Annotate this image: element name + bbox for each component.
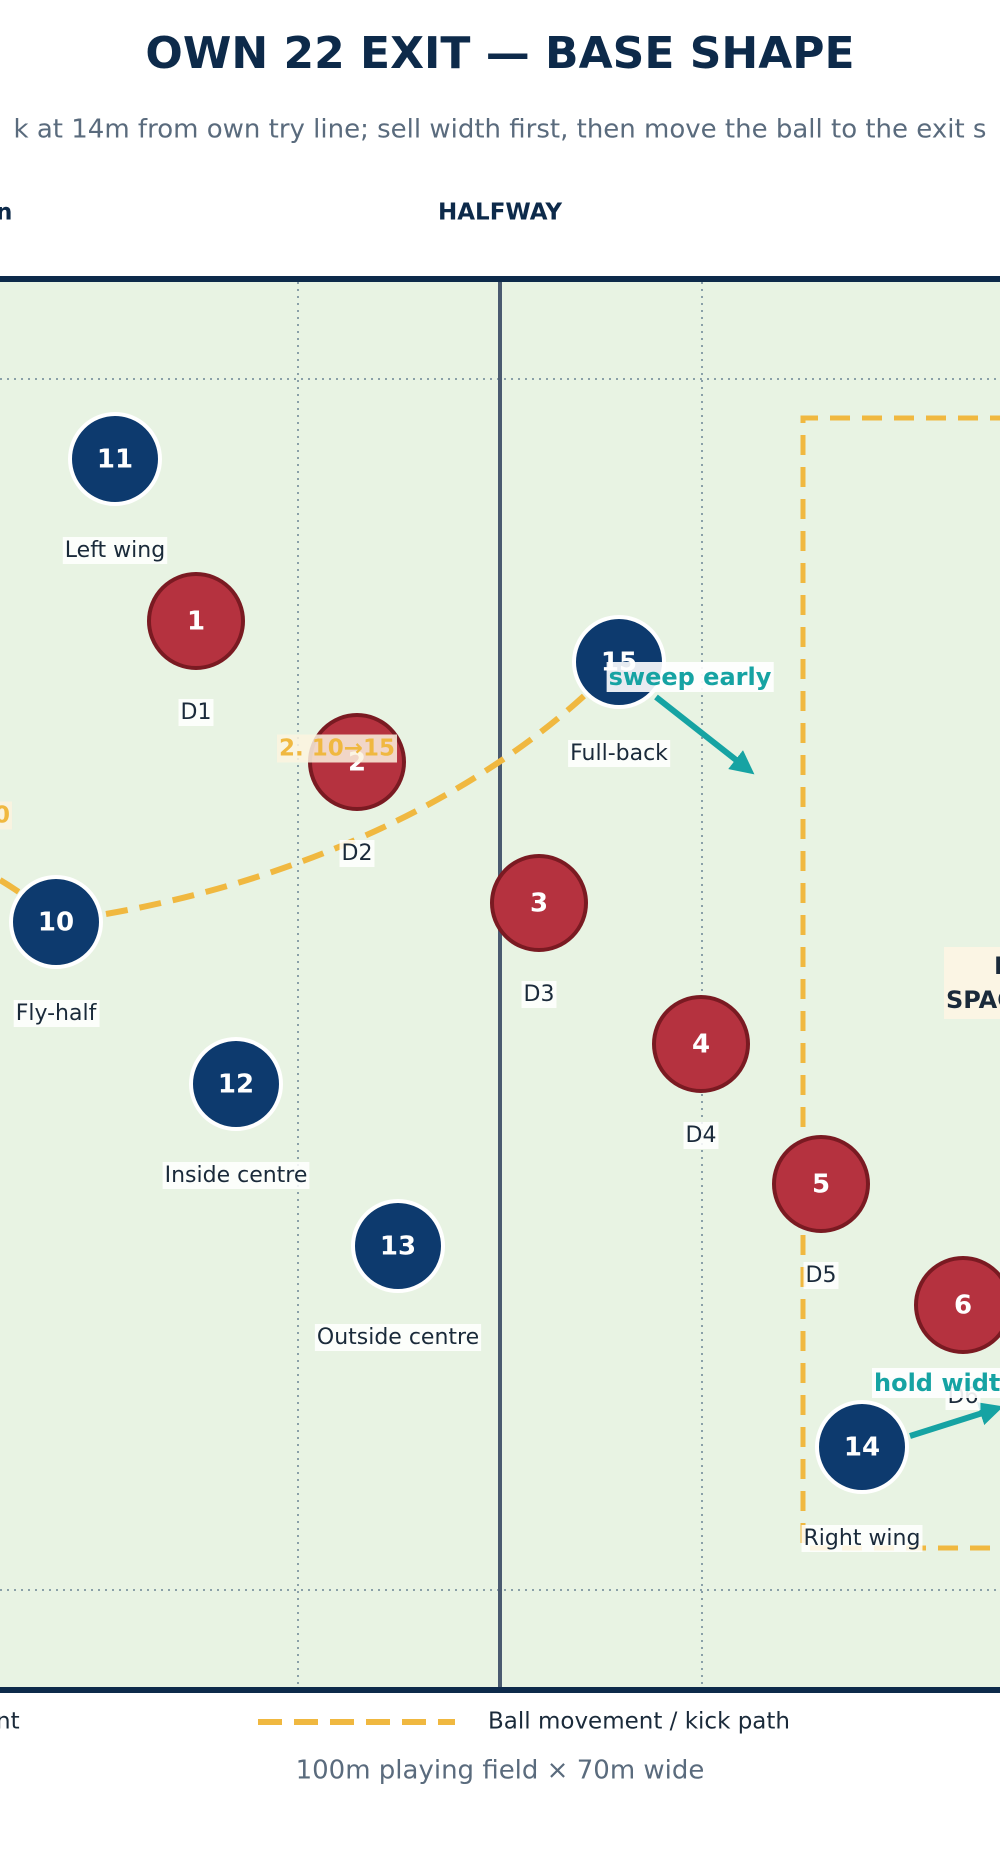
pass-label-bg <box>0 801 13 830</box>
legend-label: Ball movement / kick path <box>488 1709 790 1735</box>
space-label: SPAC <box>946 986 1000 1014</box>
run-label-bg <box>606 662 774 692</box>
attacker-label-bg <box>568 740 671 767</box>
run-label-bg <box>872 1368 1000 1398</box>
defender <box>147 572 245 670</box>
attacker-label-bg <box>13 1000 100 1027</box>
defender-label: D4 <box>686 1123 717 1148</box>
attacker-label: Inside centre <box>165 1163 308 1188</box>
attacker-label: Full-back <box>570 741 668 766</box>
legend-label: nt <box>0 1709 20 1735</box>
defender-label-bg <box>803 1262 839 1289</box>
defender-label: D5 <box>806 1263 837 1288</box>
attacker <box>815 1400 909 1494</box>
attacker-number: 12 <box>218 1070 254 1100</box>
defender-label-bg <box>178 699 214 726</box>
top-label: n <box>0 200 12 226</box>
attacker-label: Right wing <box>804 1526 921 1551</box>
attacker-label: Outside centre <box>317 1325 479 1350</box>
space-label: E <box>994 952 1000 980</box>
attacker-label-bg <box>801 1525 923 1552</box>
defender-number: 4 <box>692 1030 710 1060</box>
attacker-label-bg <box>314 1324 482 1351</box>
attacker-number: 13 <box>380 1232 416 1262</box>
defender-number: 3 <box>530 889 548 919</box>
defender-number: 5 <box>812 1170 830 1200</box>
attacker <box>68 412 162 506</box>
defender-label-bg <box>683 1122 719 1149</box>
space-label-bg <box>944 947 1000 1019</box>
defender-label-bg <box>521 981 557 1008</box>
run-arrow <box>909 1402 1000 1439</box>
title: OWN 22 EXIT — BASE SHAPE <box>145 28 854 79</box>
attacker <box>189 1037 283 1131</box>
defender-number: 6 <box>954 1291 972 1321</box>
run-label: sweep early <box>609 663 772 691</box>
halfway-label: HALFWAY <box>438 200 562 226</box>
attacker-label: Fly-half <box>16 1001 98 1026</box>
attacker-label-bg <box>162 1162 310 1189</box>
pass-label-bg <box>276 734 398 763</box>
attacker-label-bg <box>62 537 168 564</box>
defender <box>490 854 588 952</box>
defender <box>772 1135 870 1233</box>
attacker <box>351 1199 445 1293</box>
attacker-number: 10 <box>38 908 74 938</box>
attacker-number: 14 <box>844 1433 880 1463</box>
field <box>0 276 1000 1693</box>
defender-number: 1 <box>187 607 205 637</box>
attacker <box>9 875 103 969</box>
defender-label: D3 <box>524 982 555 1007</box>
attacker-number: 11 <box>97 445 133 475</box>
pass-label: 0 <box>0 803 10 829</box>
run-arrow <box>654 694 755 775</box>
run-label: hold width <box>874 1369 1000 1397</box>
subtitle: k at 14m from own try line; sell width f… <box>14 115 987 145</box>
attacker-label: Left wing <box>65 538 165 563</box>
defender-label-bg <box>339 840 375 867</box>
footer: 100m playing field × 70m wide <box>296 1756 705 1786</box>
pass-label: 2. 10→15 <box>279 736 395 762</box>
defender-label: D2 <box>342 841 373 866</box>
defender-label: D1 <box>181 700 212 725</box>
defender <box>652 995 750 1093</box>
defender <box>914 1256 1000 1354</box>
annotations: 0 2. 10→15 sweep early hold width E SPAC <box>0 662 1000 1398</box>
